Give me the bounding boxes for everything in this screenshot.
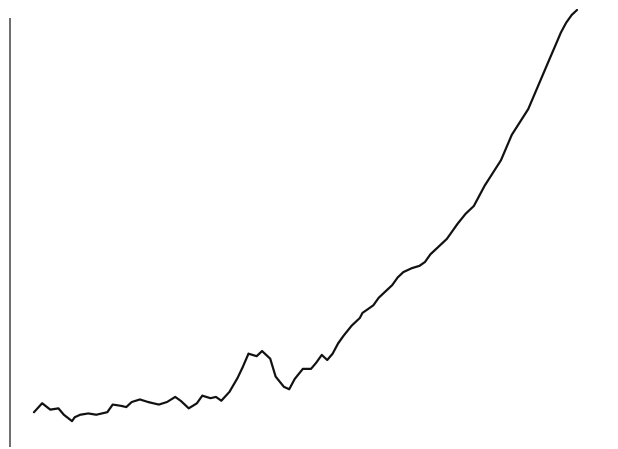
series-line bbox=[32, 8, 579, 423]
